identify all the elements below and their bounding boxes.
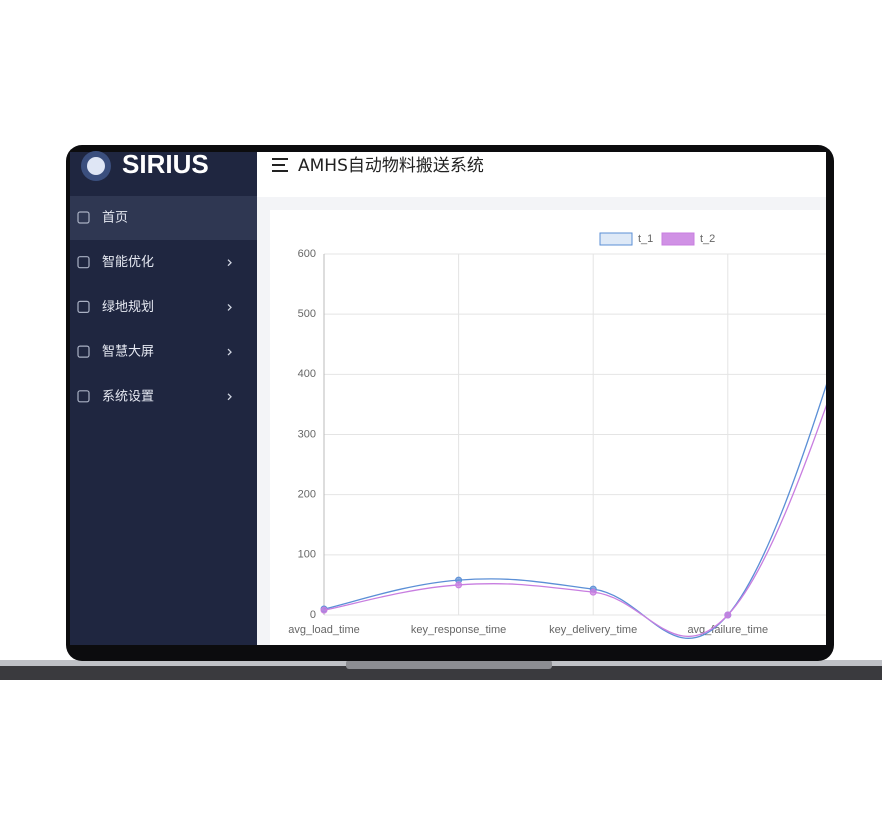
menu-icon <box>77 345 90 358</box>
menu-arrow <box>227 303 232 311</box>
y-tick-label: 200 <box>298 489 316 501</box>
menu-active-bg <box>70 196 257 240</box>
menu-label: 智能优化 <box>102 255 154 270</box>
menu-item[interactable]: 系统设置 <box>77 389 232 404</box>
point <box>859 305 865 311</box>
menu-label: 智慧大屏 <box>102 344 154 360</box>
y-tick-label: 500 <box>298 308 316 320</box>
laptop-notch <box>346 660 552 669</box>
y-tick-label: 600 <box>298 248 316 260</box>
menu-label: 绿地规划 <box>102 300 154 315</box>
header <box>257 152 826 197</box>
line <box>323 384 826 639</box>
menu-item[interactable]: 智慧大屏 <box>77 344 232 360</box>
x-tick-label: avg_load_time <box>288 624 360 636</box>
menu-icon <box>77 211 90 224</box>
y-tick-label: 100 <box>298 549 316 561</box>
menu-arrow <box>227 393 232 401</box>
menu-item[interactable]: 智能优化 <box>77 255 232 270</box>
menu-icon <box>77 390 90 403</box>
legend-label: t_2 <box>700 233 715 245</box>
point <box>589 588 597 596</box>
y-tick-label: 300 <box>298 428 316 440</box>
menu-arrow <box>227 348 232 356</box>
menu-icon <box>77 300 90 313</box>
menu-label: 系统设置 <box>102 389 154 404</box>
y-tick-label: 0 <box>310 609 316 621</box>
point <box>859 275 865 281</box>
x-tick-label: key_response_time <box>411 624 506 636</box>
legend-label: t_1 <box>638 233 653 245</box>
point <box>455 581 463 589</box>
header-title: AMHS自动物料搬送系统 <box>298 156 484 176</box>
point <box>320 606 328 614</box>
menu-label: 首页 <box>102 211 128 226</box>
x-tick-label: key_delivery_time <box>549 624 637 636</box>
chart-panel <box>270 210 826 645</box>
y-tick-label: 400 <box>298 368 316 380</box>
legend-swatch <box>599 232 633 246</box>
point <box>724 611 732 619</box>
legend-swatch <box>661 232 695 246</box>
menu-toggle[interactable] <box>272 158 288 172</box>
logo-text: SIRIUS <box>122 149 209 179</box>
menu-item[interactable]: 首页 <box>77 211 128 226</box>
menu-arrow <box>227 259 232 267</box>
line <box>323 404 826 638</box>
menu-icon <box>77 256 90 269</box>
logo-icon-inner <box>87 157 105 175</box>
menu-item[interactable]: 绿地规划 <box>77 300 232 315</box>
